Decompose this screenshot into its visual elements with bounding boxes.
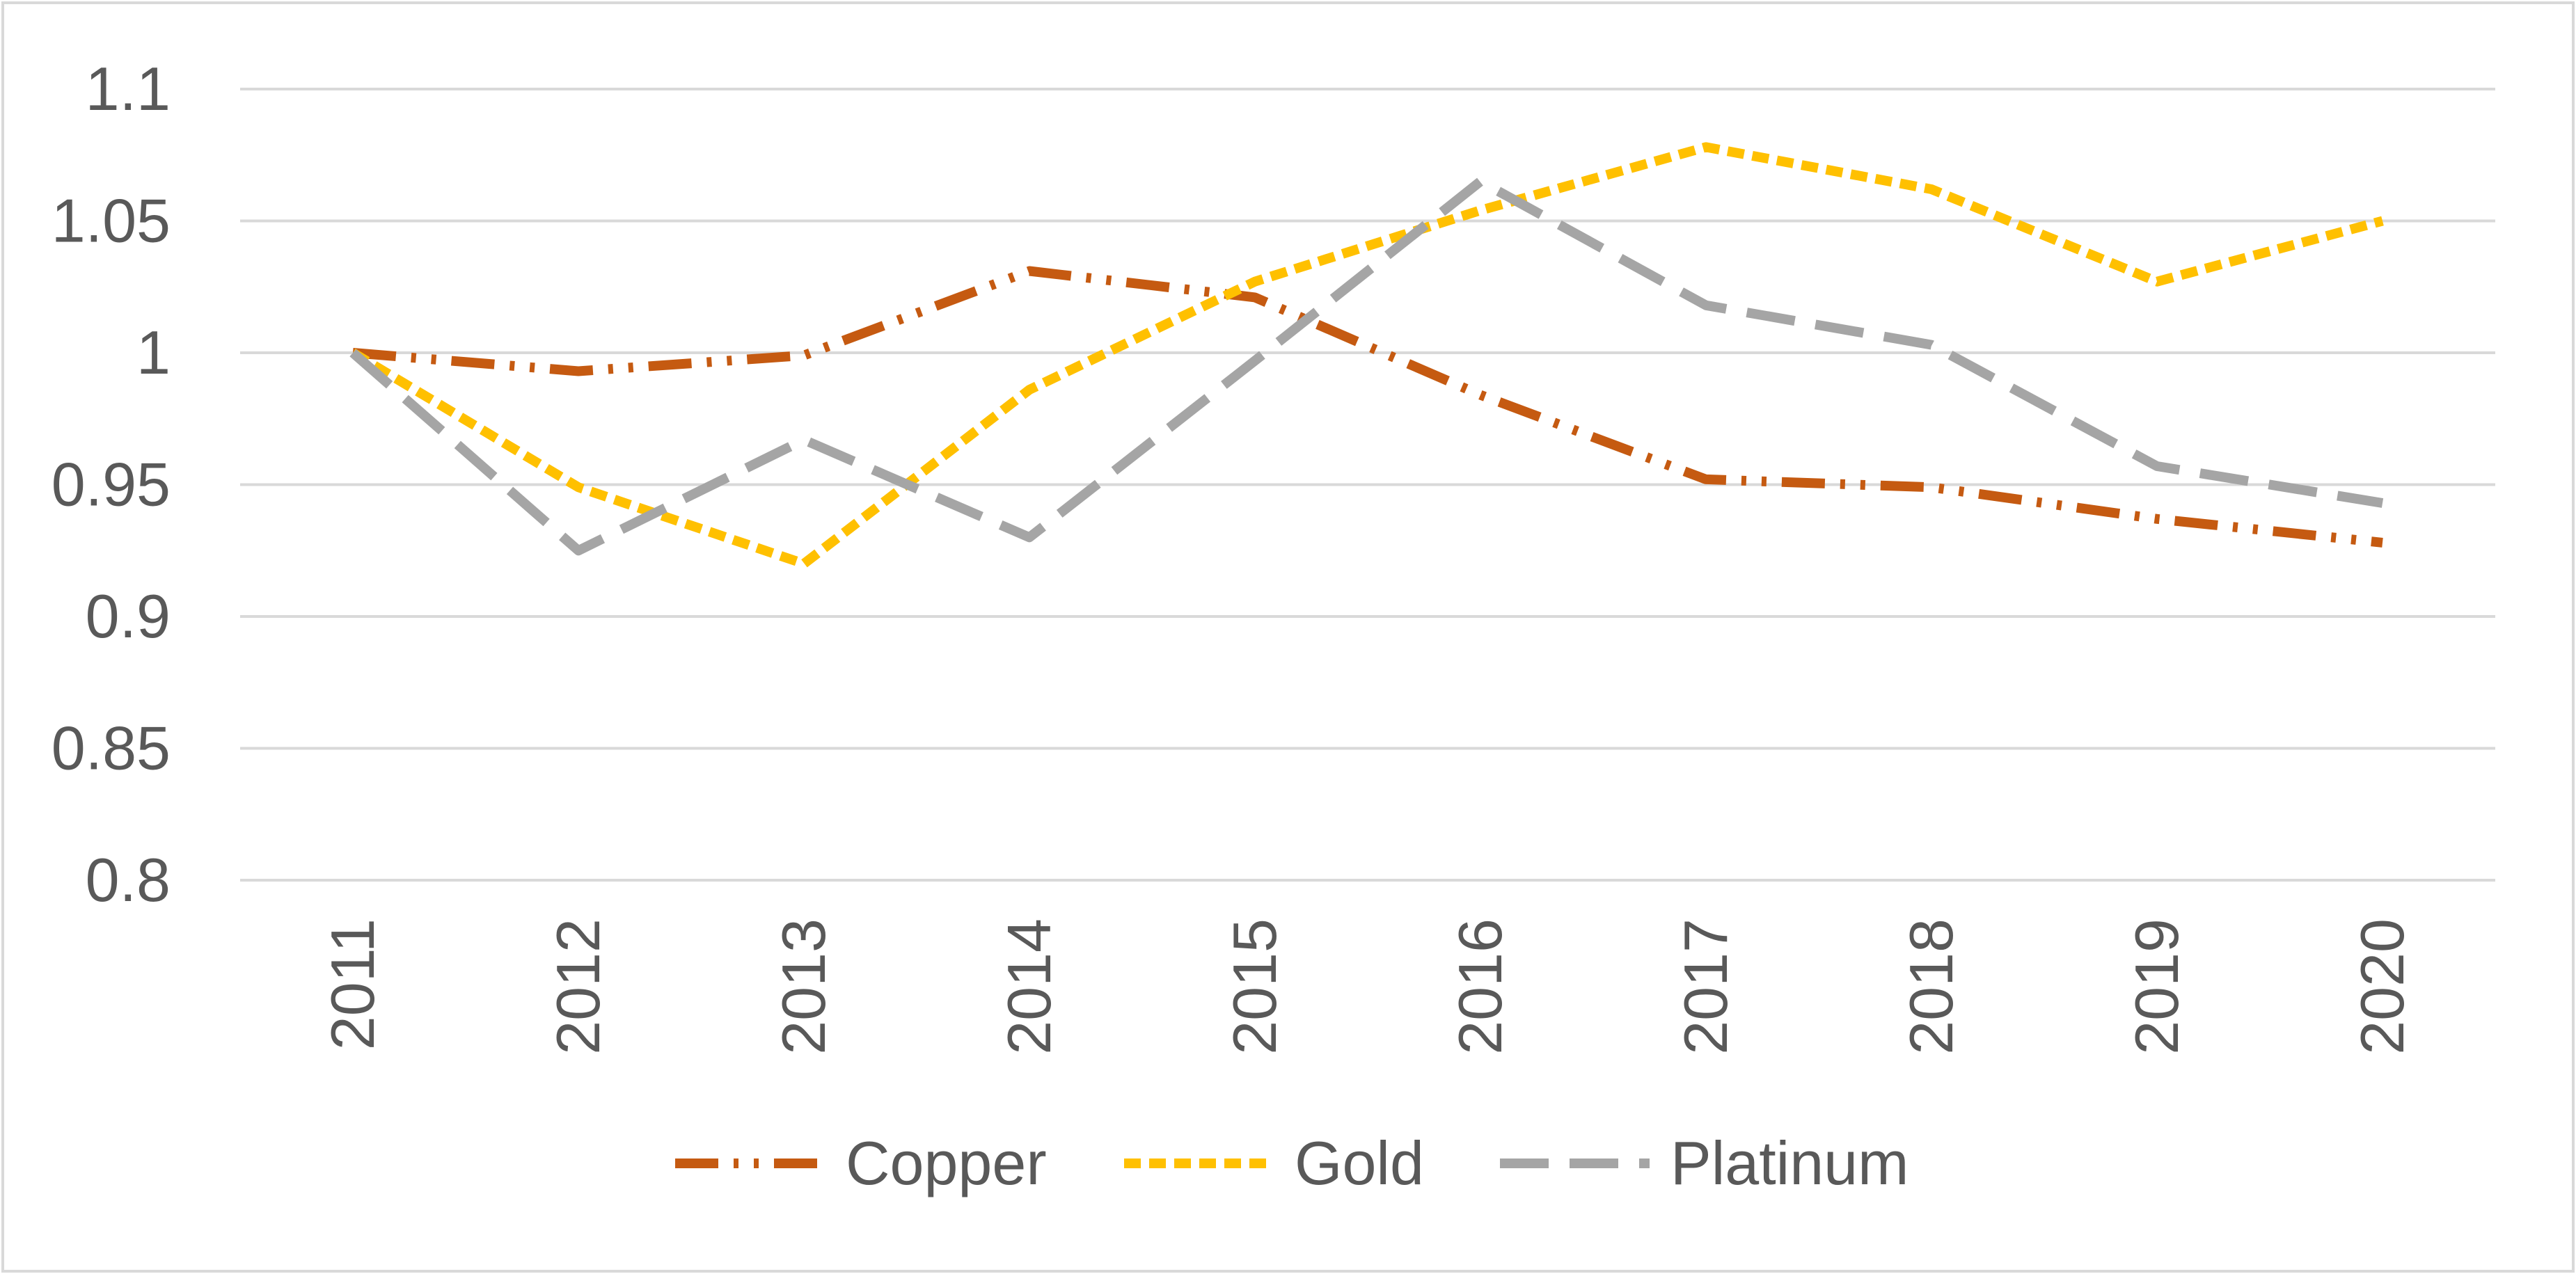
legend-label-gold: Gold xyxy=(1295,1129,1424,1197)
series-line-gold xyxy=(350,142,2384,569)
y-tick-label: 1 xyxy=(136,318,171,387)
x-tick-label: 2014 xyxy=(995,918,1064,1055)
x-tick-label: 2018 xyxy=(1897,918,1966,1055)
series-lines xyxy=(349,142,2384,569)
y-tick-label: 1.1 xyxy=(86,54,171,123)
x-tick-label: 2013 xyxy=(769,918,838,1055)
y-axis-tick-labels: 0.8 0.85 0.9 0.95 1 1.05 1.1 xyxy=(52,54,171,914)
x-tick-label: 2019 xyxy=(2122,918,2191,1055)
x-tick-label: 2016 xyxy=(1446,918,1515,1055)
legend-label-copper: Copper xyxy=(846,1129,1047,1197)
x-tick-label: 2011 xyxy=(318,918,387,1050)
gridlines xyxy=(240,88,2495,882)
x-tick-label: 2020 xyxy=(2348,918,2417,1055)
series-line-platinum xyxy=(349,176,2384,556)
series-line-copper xyxy=(352,266,2383,548)
y-tick-label: 1.05 xyxy=(52,186,171,255)
y-tick-label: 0.85 xyxy=(52,714,171,783)
legend-label-platinum: Platinum xyxy=(1670,1129,1909,1197)
x-axis-tick-labels: 2011 2012 2013 2014 2015 2016 2017 2018 2019 2020 xyxy=(318,918,2417,1055)
legend: Copper Gold Platinum xyxy=(675,1129,1909,1197)
x-tick-label: 2015 xyxy=(1220,918,1289,1055)
x-tick-label: 2017 xyxy=(1671,918,1740,1055)
x-tick-label: 2012 xyxy=(544,918,613,1055)
y-tick-label: 0.95 xyxy=(52,450,171,519)
y-tick-label: 0.9 xyxy=(86,582,171,651)
y-tick-label: 0.8 xyxy=(86,845,171,914)
